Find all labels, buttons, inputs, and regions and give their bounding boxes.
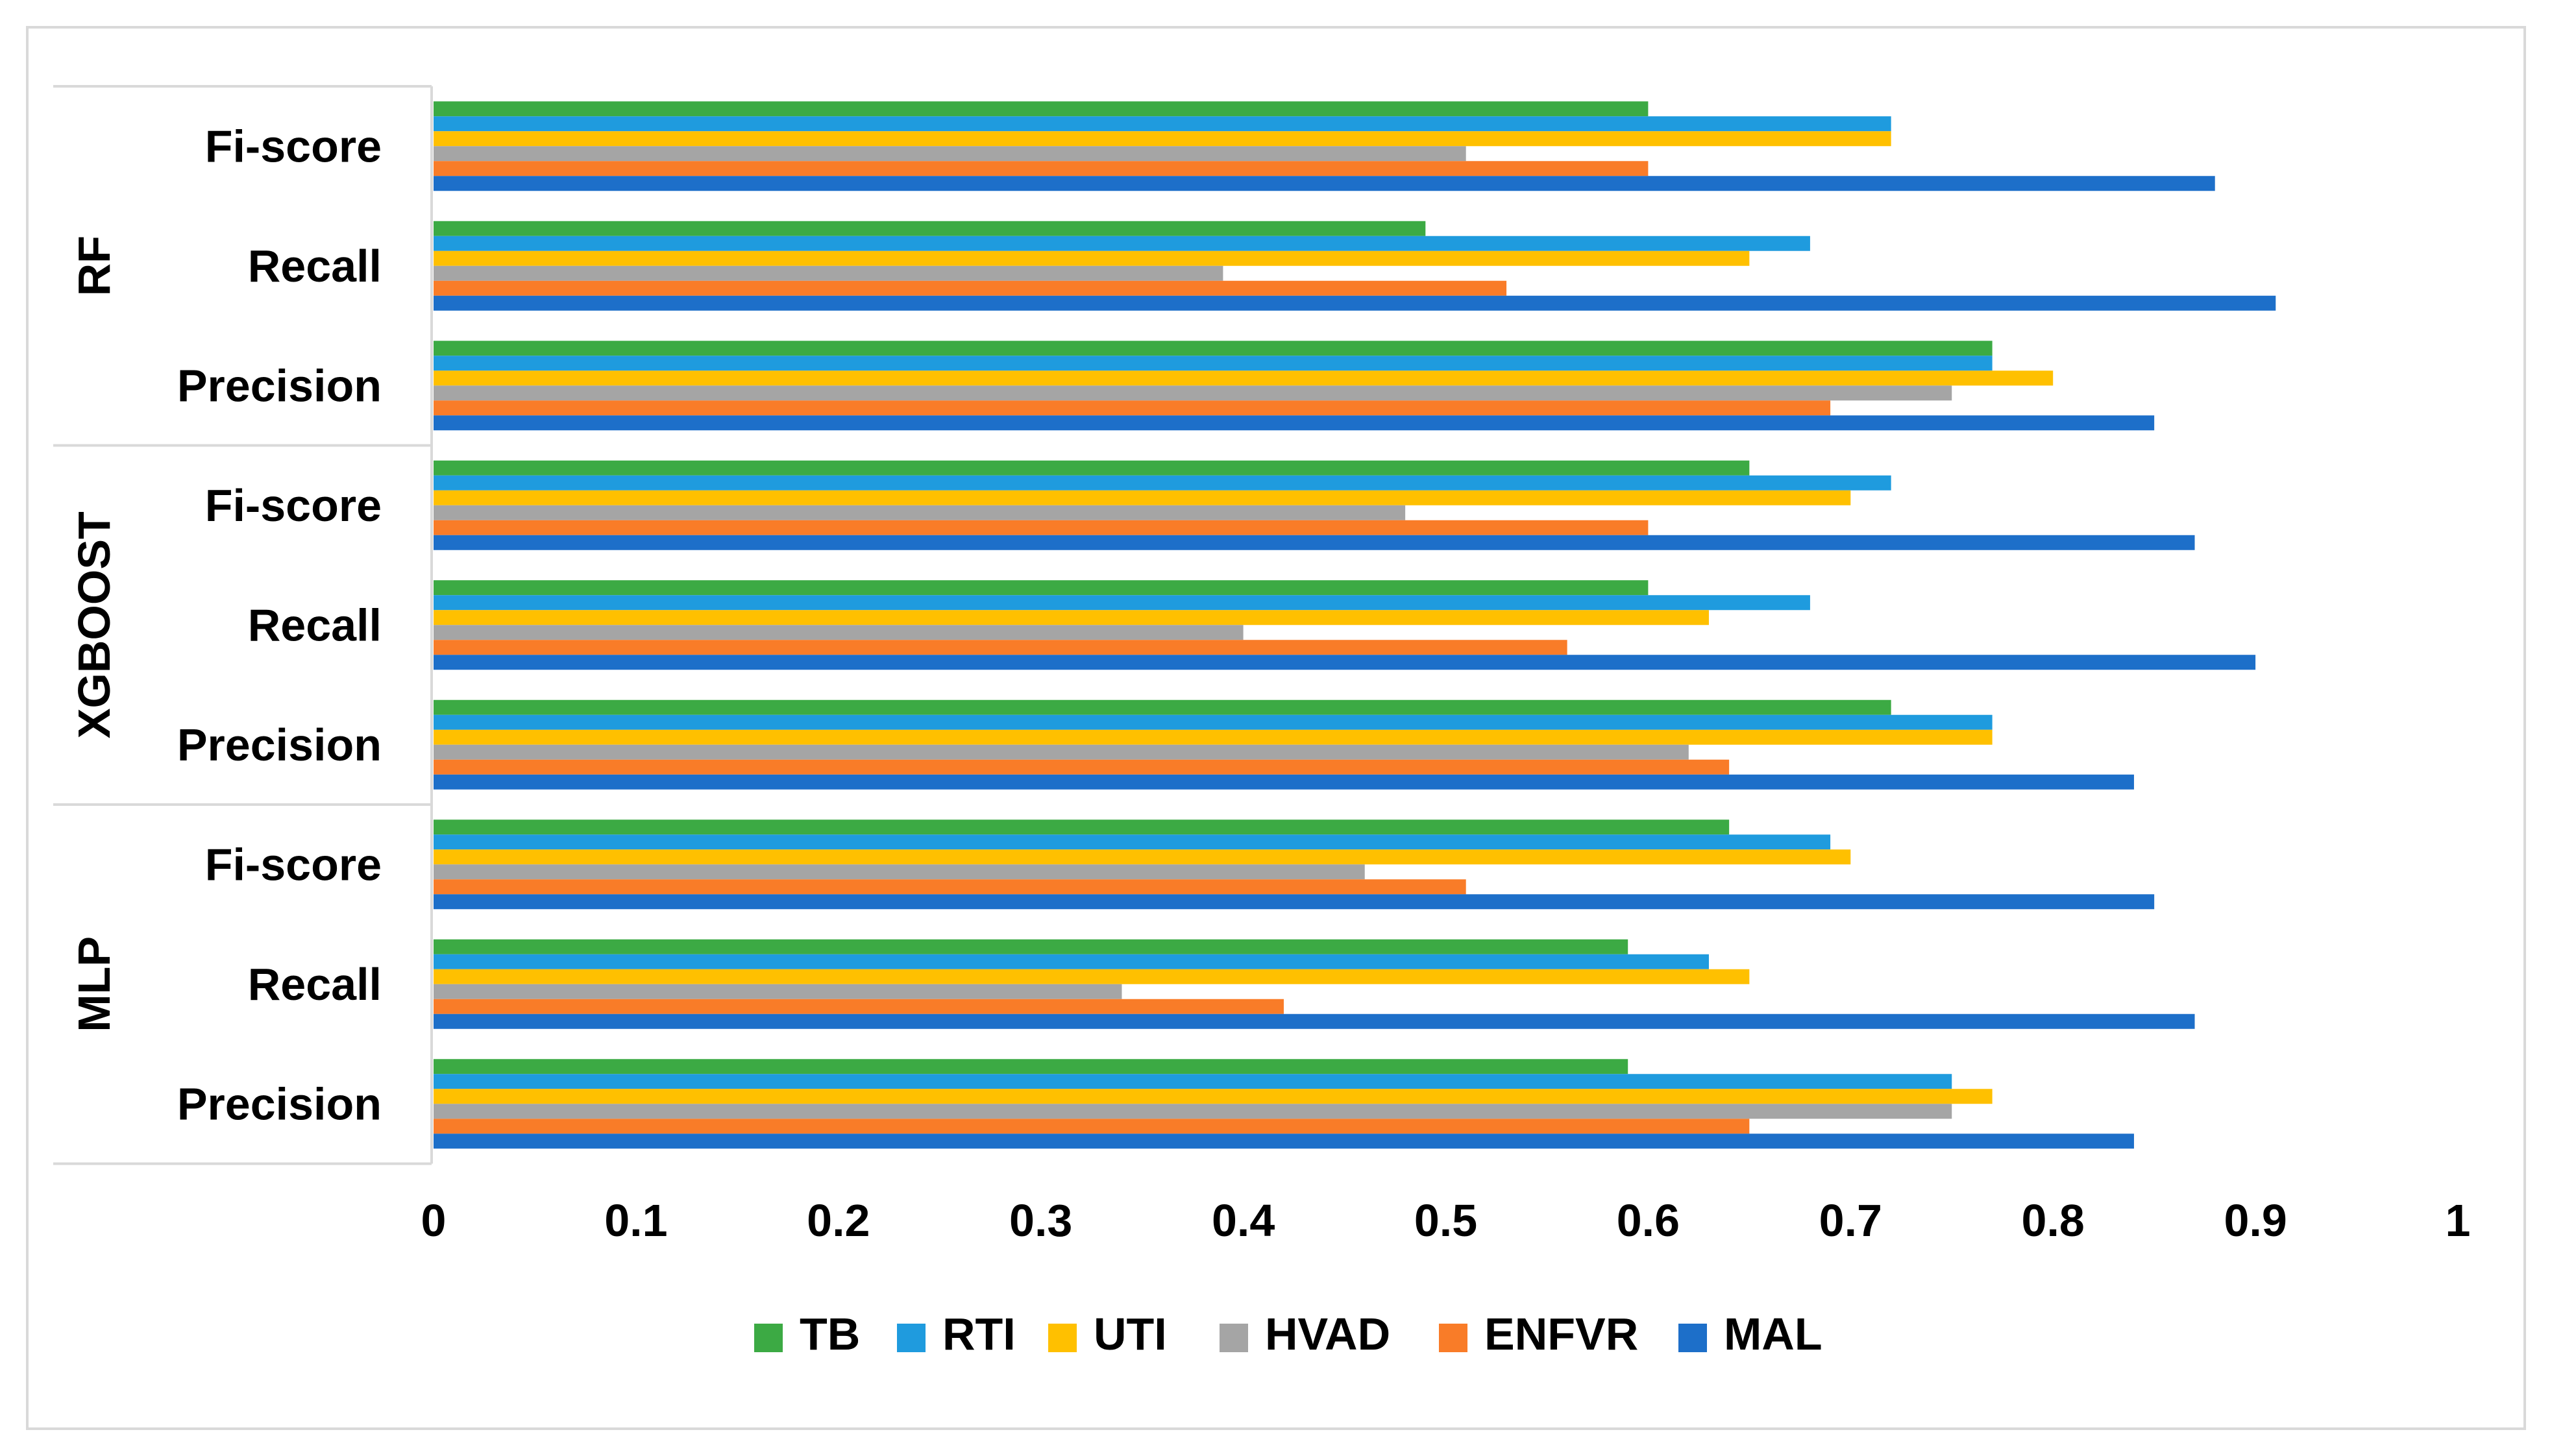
bar-rf-recall-mal	[434, 295, 2276, 311]
legend-label-hvad: HVAD	[1265, 1309, 1390, 1359]
bar-xgboost-fi-score-rti	[434, 475, 1891, 491]
bar-xgboost-precision-tb	[434, 699, 1891, 715]
bar-rf-recall-enfvr	[434, 280, 1507, 296]
legend-label-mal: MAL	[1724, 1309, 1822, 1359]
bar-mlp-fi-score-mal	[434, 894, 2155, 910]
bar-rf-precision-enfvr	[434, 400, 1831, 416]
bar-xgboost-fi-score-tb	[434, 460, 1750, 476]
bar-mlp-recall-uti	[434, 969, 1750, 984]
bar-mlp-fi-score-enfvr	[434, 879, 1466, 895]
bar-mlp-fi-score-tb	[434, 819, 1730, 835]
x-tick-label: 0.8	[2022, 1195, 2085, 1246]
bar-xgboost-recall-hvad	[434, 625, 1244, 640]
bar-rf-precision-mal	[434, 415, 2155, 431]
x-tick-label: 0.2	[807, 1195, 870, 1246]
bar-xgboost-precision-enfvr	[434, 759, 1730, 775]
bar-rf-recall-tb	[434, 221, 1426, 236]
bar-xgboost-precision-mal	[434, 774, 2134, 790]
bar-xgboost-fi-score-uti	[434, 490, 1851, 505]
category-label: Precision	[177, 720, 382, 770]
bar-mlp-precision-rti	[434, 1074, 1952, 1089]
bar-rf-recall-rti	[434, 236, 1810, 251]
bar-rf-fi-score-uti	[434, 131, 1891, 147]
category-label: Fi-score	[205, 480, 382, 531]
group-label-mlp: MLP	[69, 936, 119, 1032]
x-tick-label: 0.1	[604, 1195, 667, 1246]
bar-xgboost-recall-tb	[434, 580, 1649, 596]
legend-label-rti: RTI	[942, 1309, 1016, 1359]
legend-swatch-rti	[897, 1324, 926, 1352]
bar-xgboost-recall-enfvr	[434, 640, 1567, 655]
legend-swatch-hvad	[1220, 1324, 1248, 1352]
legend-label-tb: TB	[800, 1309, 860, 1359]
bar-mlp-recall-rti	[434, 954, 1709, 969]
category-label: Recall	[248, 600, 382, 650]
x-tick-label: 0.3	[1009, 1195, 1072, 1246]
bar-mlp-precision-hvad	[434, 1104, 1952, 1119]
x-tick-label: 0.4	[1212, 1195, 1275, 1246]
x-tick-label: 0.6	[1617, 1195, 1680, 1246]
x-tick-label: 1	[2446, 1195, 2471, 1246]
category-label: Precision	[177, 1078, 382, 1129]
bar-rf-precision-tb	[434, 341, 1993, 356]
x-tick-label: 0.7	[1819, 1195, 1882, 1246]
bar-mlp-precision-enfvr	[434, 1119, 1750, 1134]
bar-xgboost-fi-score-enfvr	[434, 520, 1649, 535]
bar-mlp-recall-hvad	[434, 984, 1122, 999]
bar-xgboost-recall-mal	[434, 655, 2256, 670]
legend-label-uti: UTI	[1094, 1309, 1167, 1359]
group-label-xgboost: XGBOOST	[69, 511, 119, 738]
bar-rf-fi-score-mal	[434, 176, 2215, 191]
bar-rf-precision-uti	[434, 370, 2054, 386]
bar-mlp-recall-enfvr	[434, 999, 1284, 1014]
legend-swatch-uti	[1048, 1324, 1077, 1352]
category-label: Fi-score	[205, 839, 382, 890]
bar-xgboost-precision-hvad	[434, 744, 1689, 760]
legend-swatch-enfvr	[1439, 1324, 1467, 1352]
category-label: Precision	[177, 360, 382, 411]
x-tick-label: 0	[421, 1195, 447, 1246]
bar-mlp-fi-score-hvad	[434, 864, 1365, 880]
bar-mlp-fi-score-rti	[434, 834, 1831, 850]
bar-rf-precision-hvad	[434, 385, 1952, 401]
bar-mlp-recall-tb	[434, 939, 1628, 954]
bar-xgboost-recall-uti	[434, 610, 1709, 625]
bar-rf-recall-hvad	[434, 265, 1223, 281]
bar-rf-fi-score-tb	[434, 101, 1649, 117]
bar-rf-fi-score-hvad	[434, 146, 1466, 162]
x-tick-label: 0.9	[2224, 1195, 2287, 1246]
legend-swatch-mal	[1678, 1324, 1707, 1352]
bar-xgboost-recall-rti	[434, 595, 1810, 611]
bar-rf-recall-uti	[434, 250, 1750, 266]
category-label: Recall	[248, 241, 382, 291]
bar-rf-fi-score-rti	[434, 116, 1891, 132]
bar-mlp-precision-tb	[434, 1059, 1628, 1074]
category-label: Recall	[248, 959, 382, 1010]
bar-mlp-fi-score-uti	[434, 849, 1851, 865]
x-tick-label: 0.5	[1414, 1195, 1477, 1246]
bar-mlp-precision-mal	[434, 1134, 2134, 1149]
bar-rf-fi-score-enfvr	[434, 161, 1649, 176]
bar-xgboost-precision-uti	[434, 729, 1993, 745]
bar-xgboost-fi-score-hvad	[434, 505, 1406, 520]
bar-xgboost-fi-score-mal	[434, 535, 2195, 550]
legend-swatch-tb	[754, 1324, 783, 1352]
bar-xgboost-precision-rti	[434, 714, 1993, 730]
bar-rf-precision-rti	[434, 356, 1993, 371]
group-label-rf: RF	[69, 236, 119, 296]
legend-label-enfvr: ENFVR	[1484, 1309, 1638, 1359]
bar-mlp-precision-uti	[434, 1089, 1993, 1104]
category-label: Fi-score	[205, 121, 382, 171]
bar-mlp-recall-mal	[434, 1013, 2195, 1029]
